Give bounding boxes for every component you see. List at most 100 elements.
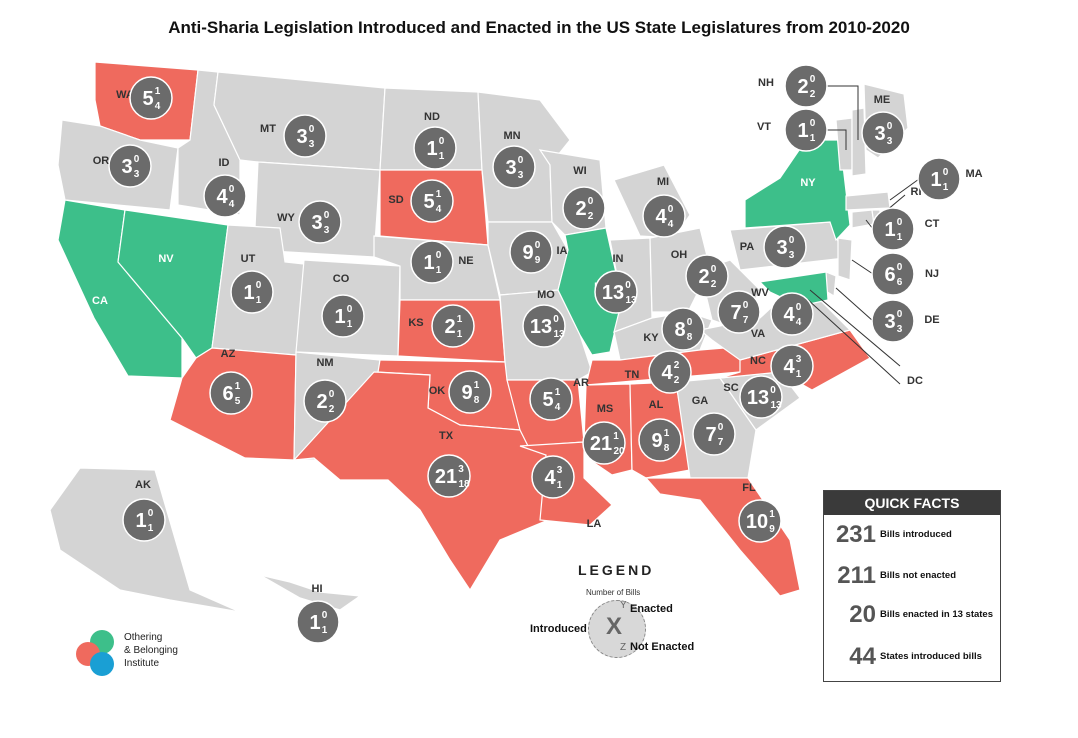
bubble-enacted-count: 1 xyxy=(769,509,775,520)
bubble-not-enacted-count: 3 xyxy=(518,170,524,181)
state-label-sd: SD xyxy=(388,194,403,206)
bubble-introduced-count: 1 xyxy=(797,120,808,142)
logo-circle-blue xyxy=(90,652,114,676)
logo-text: Othering & Belonging Institute xyxy=(124,631,178,670)
state-label-ma: MA xyxy=(965,168,982,180)
bubble-introduced-count: 13 xyxy=(747,387,769,409)
leader-lines xyxy=(805,85,920,385)
bubble-circle xyxy=(784,64,828,108)
bubble-tx: 21 3 18 xyxy=(427,454,471,498)
bubble-circle xyxy=(296,600,340,644)
bubble-or: 3 03 xyxy=(108,144,152,188)
bubble-introduced-count: 13 xyxy=(602,282,624,304)
bubble-introduced-count: 4 xyxy=(661,362,673,384)
leader-line-de xyxy=(835,287,874,322)
bubble-circle xyxy=(230,270,274,314)
legend: LEGEND Number of Bills X Y Z Introduced … xyxy=(528,562,708,662)
bubble-ar: 5 1 4 xyxy=(529,377,573,421)
bubble-introduced-count: 5 xyxy=(142,88,153,110)
bubble-not-enacted-count: 18 xyxy=(458,479,470,490)
fact-item: 20 Bills enacted in 13 states xyxy=(824,601,1000,641)
state-label-ny: NY xyxy=(800,177,816,189)
state-hi xyxy=(259,574,362,611)
legend-bubble xyxy=(588,600,646,658)
bubble-enacted-count: 0 xyxy=(718,422,724,433)
bubble-not-enacted-count: 4 xyxy=(229,199,235,210)
bubble-wy: 3 03 xyxy=(298,200,342,244)
state-label-ga: GA xyxy=(692,395,709,407)
bubble-introduced-count: 5 xyxy=(542,389,553,411)
bubble-ia: 9 09 xyxy=(509,230,553,274)
bubble-introduced-count: 4 xyxy=(783,304,795,326)
state-ny xyxy=(744,139,851,242)
state-md xyxy=(758,271,829,307)
bubble-introduced-count: 13 xyxy=(530,316,552,338)
bubble-enacted-count: 0 xyxy=(687,317,693,328)
state-label-wy: WY xyxy=(277,212,295,224)
bubble-circle xyxy=(298,200,342,244)
state-label-va: VA xyxy=(751,328,766,340)
state-nj xyxy=(837,237,853,281)
bubble-not-enacted-count: 1 xyxy=(897,232,903,243)
bubble-not-enacted-count: 4 xyxy=(796,317,802,328)
bubble-oh: 2 02 xyxy=(685,254,729,298)
bubble-not-enacted-count: 2 xyxy=(588,211,594,222)
bubble-enacted-count: 1 xyxy=(555,387,561,398)
bubble-circle xyxy=(522,304,566,348)
bubble-circle xyxy=(738,499,782,543)
bubble-ak: 1 01 xyxy=(122,498,166,542)
state-label-wv: WV xyxy=(751,287,769,299)
state-label-oh: OH xyxy=(671,249,688,261)
state-label-sc: SC xyxy=(723,382,738,394)
state-label-ne: NE xyxy=(458,255,473,267)
bubble-introduced-count: 2 xyxy=(698,266,709,288)
bubble-not-enacted-count: 9 xyxy=(535,255,541,266)
bubble-enacted-count: 0 xyxy=(347,304,353,315)
bubble-enacted-count: 0 xyxy=(897,217,903,228)
bubble-circle xyxy=(638,418,682,462)
bubble-ne: 1 01 xyxy=(410,240,454,284)
state-label-ms: MS xyxy=(597,403,614,415)
bubble-not-enacted-count: 2 xyxy=(711,279,717,290)
bubble-enacted-count: 0 xyxy=(810,74,816,85)
bubble-enacted-count: 0 xyxy=(229,184,235,195)
bubble-not-enacted-count: 13 xyxy=(770,400,782,411)
leader-line-dc xyxy=(805,297,901,385)
fact-label: Bills not enacted xyxy=(880,570,957,581)
legend-enacted-label: Enacted xyxy=(630,603,673,615)
bubble-introduced-count: 9 xyxy=(461,382,472,404)
bubble-not-enacted-count: 4 xyxy=(155,101,161,112)
state-label-de: DE xyxy=(924,314,939,326)
bubble-id: 4 04 xyxy=(203,174,247,218)
bubble-not-enacted-count: 2 xyxy=(329,404,335,415)
state-label-az: AZ xyxy=(221,348,236,360)
bubble-de: 3 03 xyxy=(871,299,915,343)
state-label-me: ME xyxy=(874,94,891,106)
bubble-enacted-count: 0 xyxy=(668,204,674,215)
state-label-co: CO xyxy=(333,273,350,285)
state-label-mi: MI xyxy=(657,176,669,188)
bubble-not-enacted-count: 3 xyxy=(309,139,315,150)
bubble-enacted-count: 3 xyxy=(458,464,464,475)
logo-line: Institute xyxy=(124,658,160,669)
bubble-introduced-count: 4 xyxy=(783,356,795,378)
leader-line-nj xyxy=(851,259,874,275)
bubble-not-enacted-count: 7 xyxy=(743,315,749,326)
bubble-wi: 2 02 xyxy=(562,186,606,230)
bubble-pa: 3 03 xyxy=(763,225,807,269)
bubble-ks: 2 1 1 xyxy=(431,304,475,348)
leader-line-vt xyxy=(826,129,847,150)
bubble-not-enacted-count: 7 xyxy=(718,437,724,448)
state-label-ia: IA xyxy=(557,245,568,257)
bubble-circle xyxy=(122,498,166,542)
bubble-enacted-count: 0 xyxy=(943,167,949,178)
bubble-circle xyxy=(784,108,828,152)
bubble-enacted-count: 0 xyxy=(789,235,795,246)
state-label-hi: HI xyxy=(312,583,323,595)
state-label-ok: OK xyxy=(429,385,446,397)
fact-item: 231 Bills introduced xyxy=(824,521,1000,561)
logo-line: Othering xyxy=(124,632,163,643)
state-nh xyxy=(851,107,867,177)
bubble-introduced-count: 9 xyxy=(651,430,662,452)
